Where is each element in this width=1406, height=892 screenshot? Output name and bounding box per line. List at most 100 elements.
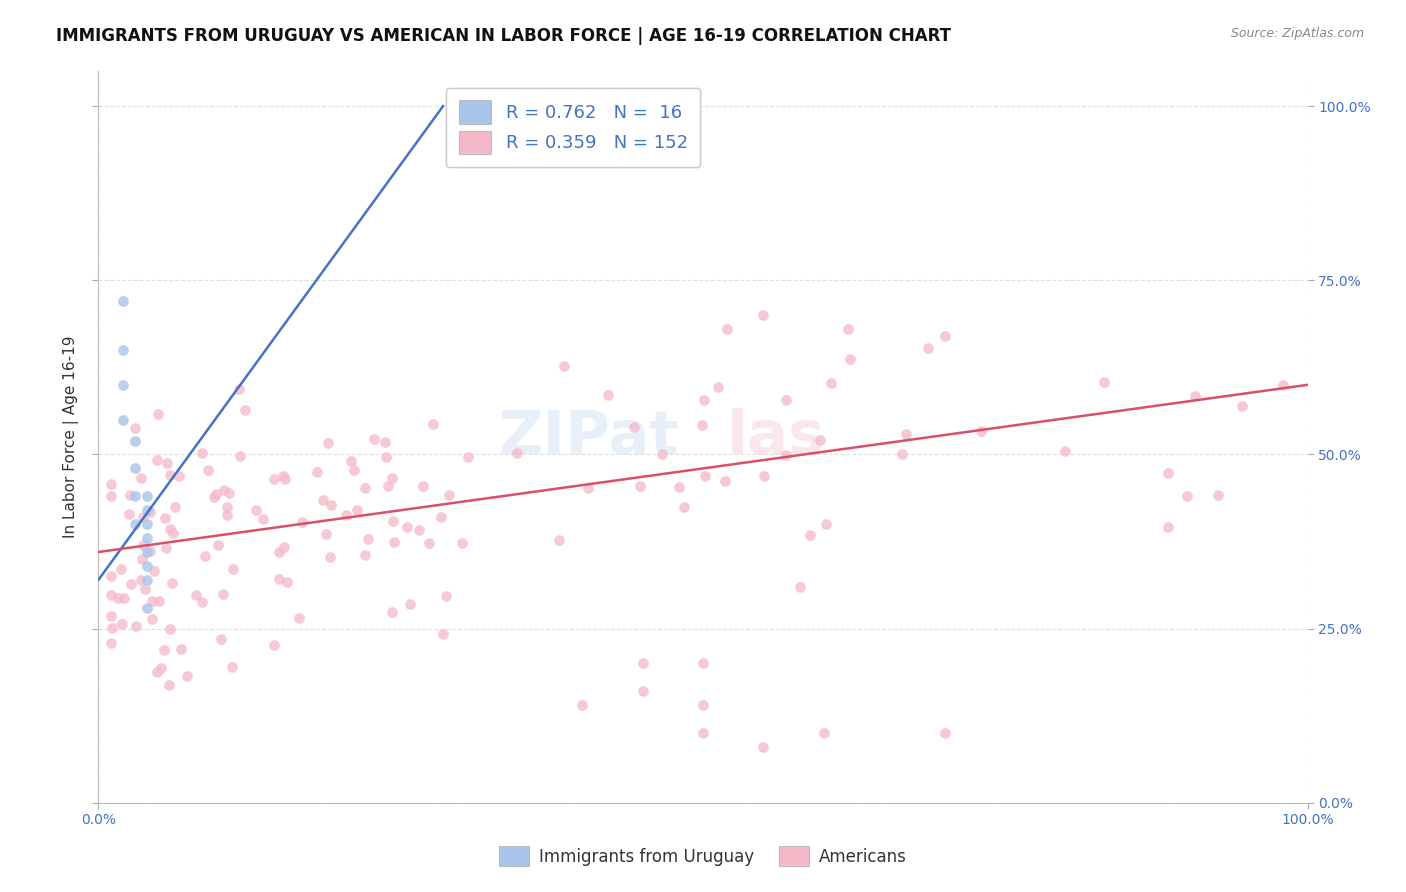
Point bbox=[305, 465, 328, 479]
Point bbox=[346, 503, 368, 517]
Point bbox=[111, 294, 134, 309]
Point bbox=[143, 565, 166, 579]
Point bbox=[693, 393, 716, 408]
Point bbox=[1053, 444, 1076, 458]
Point bbox=[124, 489, 146, 503]
Point bbox=[398, 598, 420, 612]
Point bbox=[651, 447, 673, 461]
Point bbox=[506, 446, 529, 460]
Point bbox=[124, 517, 146, 532]
Point bbox=[799, 528, 821, 542]
Point bbox=[357, 532, 380, 546]
Point bbox=[381, 514, 404, 528]
Point bbox=[155, 541, 177, 555]
Point bbox=[1157, 467, 1180, 481]
Point bbox=[381, 471, 404, 485]
Point bbox=[382, 535, 405, 549]
Point bbox=[150, 661, 173, 675]
Point bbox=[623, 419, 645, 434]
Point bbox=[891, 447, 914, 461]
Point bbox=[191, 446, 214, 460]
Point bbox=[124, 420, 146, 434]
Point bbox=[162, 576, 184, 591]
Point bbox=[112, 591, 135, 605]
Point bbox=[202, 490, 225, 504]
Point bbox=[408, 523, 430, 537]
Point bbox=[152, 643, 174, 657]
Point bbox=[100, 489, 122, 503]
Point bbox=[148, 594, 170, 608]
Legend: R = 0.762   N =  16, R = 0.359   N = 152: R = 0.762 N = 16, R = 0.359 N = 152 bbox=[446, 87, 700, 167]
Point bbox=[165, 500, 187, 514]
Point bbox=[692, 657, 714, 671]
Point bbox=[434, 589, 457, 603]
Point bbox=[808, 433, 831, 447]
Point bbox=[571, 698, 593, 713]
Point bbox=[132, 510, 155, 524]
Point bbox=[418, 536, 440, 550]
Point bbox=[789, 580, 811, 594]
Point bbox=[221, 659, 243, 673]
Point bbox=[100, 568, 122, 582]
Point bbox=[263, 472, 285, 486]
Point bbox=[159, 468, 181, 483]
Point bbox=[412, 479, 434, 493]
Point bbox=[429, 509, 451, 524]
Point bbox=[139, 544, 162, 558]
Point bbox=[291, 516, 314, 530]
Point bbox=[124, 461, 146, 475]
Point bbox=[197, 463, 219, 477]
Point bbox=[100, 589, 122, 603]
Point bbox=[628, 479, 651, 493]
Point bbox=[184, 589, 207, 603]
Point bbox=[209, 632, 232, 647]
Point bbox=[934, 329, 956, 343]
Point bbox=[132, 538, 155, 552]
Point bbox=[135, 573, 157, 587]
Point bbox=[707, 379, 730, 393]
Point bbox=[335, 508, 357, 522]
Point bbox=[135, 558, 157, 573]
Point bbox=[970, 425, 993, 439]
Point bbox=[838, 352, 860, 367]
Point bbox=[432, 626, 454, 640]
Point bbox=[252, 512, 274, 526]
Point bbox=[267, 545, 290, 559]
Point bbox=[110, 561, 132, 575]
Point bbox=[1175, 489, 1198, 503]
Point bbox=[135, 503, 157, 517]
Point bbox=[125, 619, 148, 633]
Point bbox=[422, 417, 444, 432]
Text: IMMIGRANTS FROM URUGUAY VS AMERICAN IN LABOR FORCE | AGE 16-19 CORRELATION CHART: IMMIGRANTS FROM URUGUAY VS AMERICAN IN L… bbox=[56, 27, 952, 45]
Point bbox=[135, 489, 157, 503]
Point bbox=[111, 343, 134, 357]
Point bbox=[135, 531, 157, 545]
Point bbox=[312, 493, 335, 508]
Point bbox=[145, 453, 167, 467]
Point bbox=[894, 426, 917, 441]
Point bbox=[229, 450, 252, 464]
Point bbox=[553, 359, 575, 374]
Point bbox=[714, 475, 737, 489]
Point bbox=[1184, 389, 1206, 403]
Point bbox=[100, 476, 122, 491]
Point bbox=[131, 552, 153, 566]
Point bbox=[134, 582, 156, 596]
Point bbox=[271, 468, 294, 483]
Point bbox=[316, 435, 339, 450]
Point bbox=[145, 665, 167, 679]
Point bbox=[141, 594, 163, 608]
Point bbox=[752, 308, 775, 322]
Point bbox=[269, 572, 291, 586]
Point bbox=[820, 376, 842, 390]
Point bbox=[139, 505, 162, 519]
Point bbox=[1206, 488, 1229, 502]
Point bbox=[631, 657, 654, 671]
Point bbox=[129, 573, 152, 587]
Point bbox=[159, 622, 181, 636]
Point bbox=[917, 341, 939, 355]
Point bbox=[692, 698, 714, 713]
Point bbox=[288, 611, 311, 625]
Point bbox=[217, 500, 239, 515]
Point bbox=[245, 503, 267, 517]
